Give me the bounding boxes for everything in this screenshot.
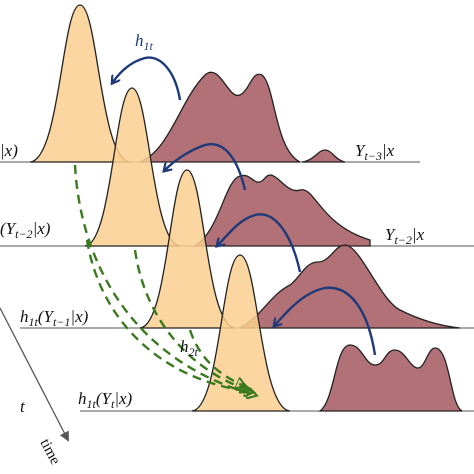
label-text: |x): [0, 141, 18, 160]
label: (Yt−2|x): [0, 219, 51, 241]
label: Yt−3|x: [355, 141, 395, 163]
label-text: (Y: [0, 219, 17, 238]
label-text: |x): [33, 219, 51, 238]
label-text: Y: [385, 225, 396, 244]
label-text: |x: [412, 225, 425, 244]
label: h1t(Yt−1|x): [20, 307, 89, 329]
label-text: h: [78, 389, 87, 408]
model-distributions: [29, 4, 291, 412]
target-distributions: [139, 71, 463, 412]
label-text: time: [36, 436, 63, 467]
subscript: 1t: [87, 397, 97, 411]
label-text: |x): [114, 389, 132, 408]
label: |x): [0, 141, 18, 160]
label-text: h: [135, 31, 144, 50]
label: time: [36, 436, 63, 467]
subscript: t−1: [53, 315, 70, 329]
time-axis: [0, 307, 69, 442]
subscript: t−3: [364, 149, 381, 163]
label-text: t: [20, 397, 26, 416]
label-text: |x: [382, 141, 395, 160]
label-text: h: [20, 307, 29, 326]
subscript: 1t: [144, 39, 154, 53]
label-text: (Y: [38, 307, 55, 326]
label: h1t(Yt|x): [78, 389, 133, 411]
label-text: Y: [355, 141, 366, 160]
h1t-arrows: [113, 56, 377, 356]
subscript: 2t: [189, 345, 199, 359]
label: h2t: [180, 337, 199, 359]
label-text: (Y: [96, 389, 113, 408]
subscript: t−2: [15, 227, 32, 241]
subscript: t: [111, 397, 115, 411]
label: Yt−2|x: [385, 225, 425, 247]
h2t-arrows: [73, 164, 255, 395]
subscript: 1t: [29, 315, 39, 329]
subscript: t−2: [394, 233, 411, 247]
label-text: h: [180, 337, 189, 356]
label: h1t: [135, 31, 154, 53]
label-text: |x): [70, 307, 88, 326]
label: t: [20, 397, 26, 416]
